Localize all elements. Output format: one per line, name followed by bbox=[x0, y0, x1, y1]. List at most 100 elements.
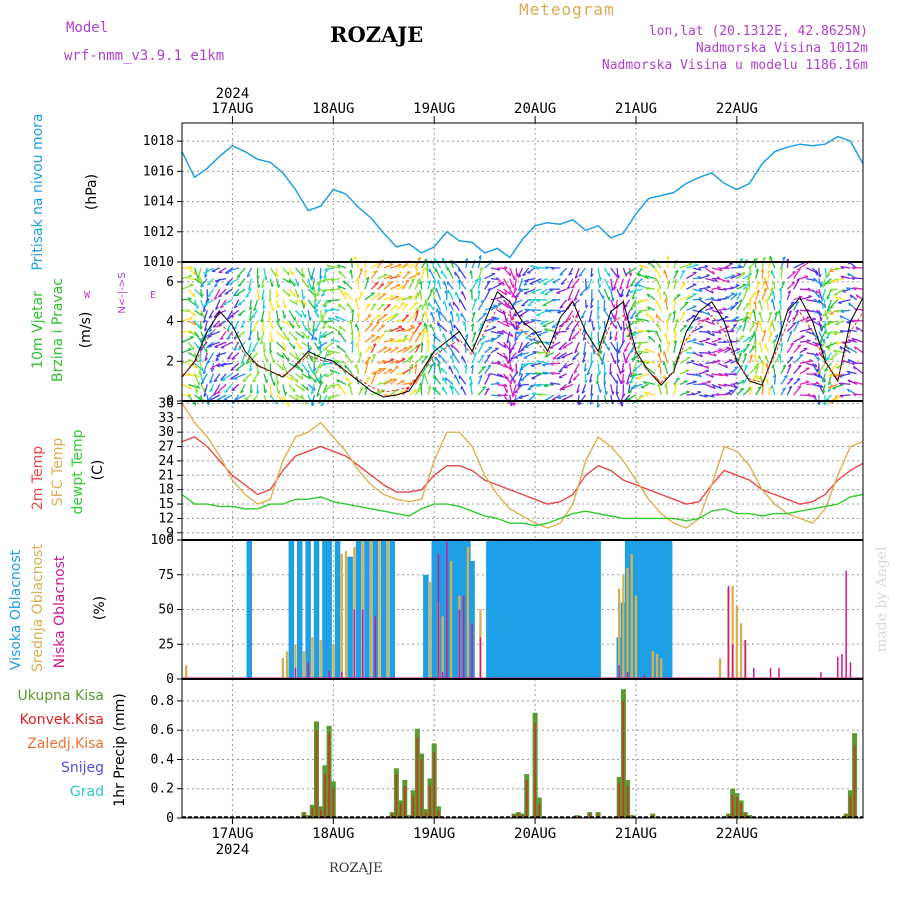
wind-arrow bbox=[224, 383, 233, 393]
wind-arrow bbox=[237, 309, 246, 316]
wind-arrow-head bbox=[657, 352, 660, 357]
wind-arrow bbox=[310, 331, 316, 341]
wind-arrow-head bbox=[629, 375, 634, 378]
wind-arrow bbox=[630, 383, 643, 389]
wind-arrow bbox=[679, 356, 691, 364]
wind-arrow-head bbox=[419, 382, 422, 387]
wind-arrow bbox=[645, 287, 656, 290]
wind-arrow-head bbox=[394, 313, 399, 316]
cloud-mid-bar bbox=[618, 588, 621, 679]
wind-arrow bbox=[217, 320, 227, 327]
wind-arrow bbox=[469, 376, 473, 385]
wind-arrow bbox=[633, 320, 643, 323]
wind-arrow bbox=[622, 310, 627, 321]
wind-arrow-head bbox=[629, 380, 634, 384]
wind-arrow-head bbox=[253, 307, 257, 312]
wind-arrow bbox=[705, 267, 715, 275]
wind-arrow-head bbox=[797, 385, 802, 388]
wind-arrow bbox=[629, 373, 643, 377]
precip-conv-bar bbox=[429, 785, 431, 818]
wind-arrow-head bbox=[711, 321, 715, 325]
cloud-mid-bar bbox=[735, 605, 738, 679]
cloud-high-bar bbox=[666, 540, 673, 679]
wind-arrow bbox=[596, 373, 599, 385]
wind-arrow bbox=[364, 356, 372, 364]
wind-arrow bbox=[453, 334, 460, 343]
wind-arrow bbox=[597, 267, 601, 281]
wind-arrow bbox=[799, 340, 811, 343]
cloud-high-bar bbox=[372, 540, 379, 679]
wind-arrow bbox=[527, 394, 536, 402]
wind-arrow bbox=[249, 320, 253, 334]
wind-arrow-head bbox=[321, 293, 325, 297]
wind-arrow-head bbox=[707, 380, 712, 383]
wind-arrow bbox=[632, 362, 643, 372]
wind-arrow-head bbox=[751, 345, 756, 348]
wind-arrow bbox=[490, 302, 502, 311]
wind-arrow bbox=[237, 278, 246, 287]
cloud-mid-bar bbox=[651, 651, 654, 679]
wind-arrow-head bbox=[207, 401, 211, 406]
wind-arrow-head bbox=[327, 300, 331, 303]
wind-arrow bbox=[323, 341, 334, 351]
wind-arrow-head bbox=[603, 381, 607, 385]
wind-arrow bbox=[355, 364, 360, 374]
wind-arrow-head bbox=[792, 271, 796, 273]
wind-arrow bbox=[686, 339, 697, 343]
precip-conv-bar bbox=[588, 813, 591, 818]
wind-arrow bbox=[198, 352, 202, 363]
wind-arrow-head bbox=[537, 334, 542, 337]
wind-arrow bbox=[269, 331, 273, 343]
wind-arrow-head bbox=[278, 390, 281, 395]
wind-arrow-head bbox=[416, 277, 421, 282]
wind-arrow bbox=[484, 273, 496, 280]
wind-arrow bbox=[705, 307, 714, 311]
wind-arrow-head bbox=[584, 368, 588, 372]
wind-arrow bbox=[573, 362, 580, 374]
wind-arrow-head bbox=[772, 339, 775, 344]
wind-arrow-head bbox=[226, 317, 231, 320]
wind-arrow bbox=[736, 335, 745, 343]
wind-arrow bbox=[477, 322, 484, 332]
wind-arrow bbox=[613, 278, 618, 290]
wind-arrow-head bbox=[472, 331, 477, 335]
wind-arrow-head bbox=[199, 348, 204, 351]
wind-arrow-head bbox=[442, 300, 445, 305]
wind-arrow bbox=[389, 339, 402, 343]
wind-arrow bbox=[402, 279, 410, 290]
wind-arrow bbox=[615, 384, 618, 395]
wind-arrow bbox=[364, 346, 372, 354]
wind-arrow-head bbox=[566, 286, 571, 290]
wind-arrow-head bbox=[855, 326, 859, 331]
wind-arrow bbox=[282, 320, 292, 327]
wind-arrow bbox=[420, 382, 423, 396]
wind-arrow-head bbox=[293, 345, 296, 350]
wind-arrow-head bbox=[833, 333, 838, 336]
wind-arrow-head bbox=[747, 276, 750, 281]
wind-arrow-head bbox=[684, 301, 689, 304]
wind-arrow bbox=[730, 348, 741, 354]
wind-arrow-head bbox=[709, 306, 714, 309]
wind-arrow-head bbox=[637, 350, 641, 354]
wind-arrow-head bbox=[834, 296, 838, 300]
wind-arrow bbox=[420, 342, 424, 353]
wind-arrow-head bbox=[320, 319, 325, 323]
wind-arrow bbox=[786, 271, 797, 280]
wind-arrow-head bbox=[429, 352, 433, 356]
wind-arrow bbox=[408, 278, 415, 290]
wind-arrow-head bbox=[479, 322, 484, 326]
wind-arrow-head bbox=[196, 385, 200, 389]
cloud-mid-bar bbox=[622, 574, 625, 680]
wind-arrow bbox=[610, 320, 617, 330]
wind-arrow bbox=[527, 299, 536, 307]
wind-arrow-head bbox=[482, 386, 486, 389]
wind-arrow-head bbox=[666, 340, 671, 345]
wind-arrow bbox=[263, 384, 266, 393]
wind-arrow bbox=[455, 291, 460, 301]
wind-arrow bbox=[806, 352, 819, 357]
wind-arrow bbox=[421, 299, 429, 311]
wind-arrow bbox=[742, 302, 750, 311]
wind-arrow-head bbox=[437, 354, 441, 358]
wind-arrow-head bbox=[537, 351, 541, 355]
wind-arrow bbox=[301, 289, 305, 300]
